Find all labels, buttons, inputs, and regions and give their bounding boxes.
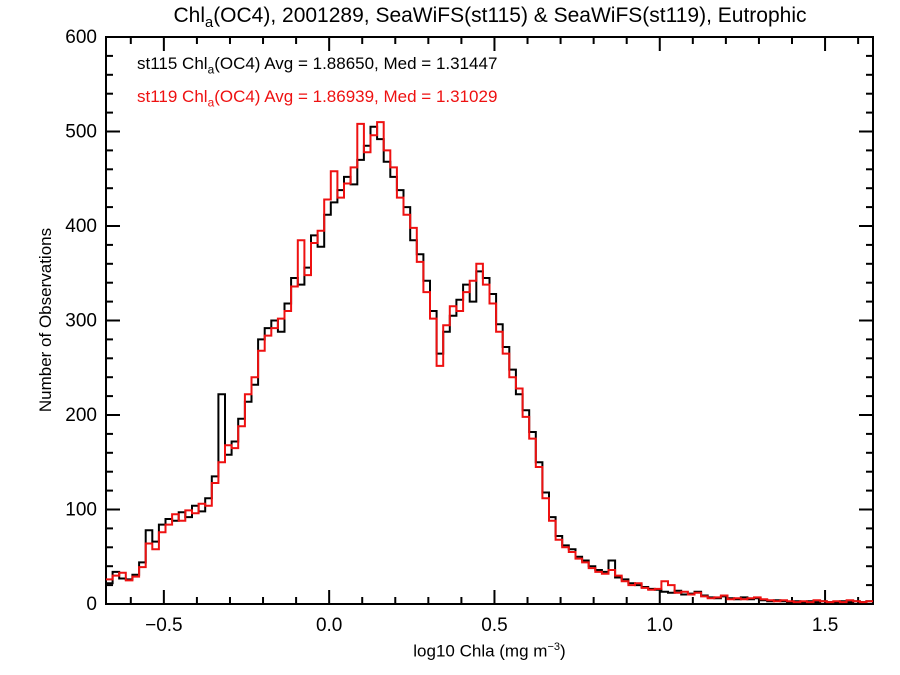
chart-title: Chla(OC4), 2001289, SeaWiFS(st115) & Sea…	[90, 4, 890, 31]
x-tick-label: 0.0	[316, 615, 342, 636]
y-axis-title: Number of Observations	[36, 227, 55, 413]
y-tick-label: 300	[65, 311, 97, 332]
x-axis-title-suffix: )	[560, 641, 566, 661]
plot-frame	[105, 36, 874, 605]
legend-st119-stats: (OC4) Avg = 1.86939, Med = 1.31029	[214, 87, 498, 107]
x-axis-title: log10 Chla (mg m−3)	[106, 641, 873, 662]
x-axis-title-superscript: −3	[547, 641, 561, 653]
legend-entry-st115: st115 Chla(OC4) Avg = 1.88650, Med = 1.3…	[137, 50, 497, 83]
series-curve-st119	[106, 121, 873, 604]
series-curve-st115	[106, 125, 873, 604]
legend-st115-prefix: st115 Chl	[137, 54, 208, 73]
y-tick-label: 200	[65, 405, 97, 426]
legend-st119-subscript: a	[207, 95, 215, 110]
legend-st115-subscript: a	[207, 62, 215, 77]
y-tick-label: 400	[65, 216, 97, 237]
x-tick-label: 1.5	[812, 615, 838, 636]
y-tick-label: 500	[65, 122, 97, 143]
chart-title-subscript: a	[205, 15, 214, 32]
x-axis-title-prefix: log10 Chla (mg m	[413, 641, 548, 661]
y-tick-label: 0	[86, 594, 97, 615]
y-tick-label: 600	[65, 27, 97, 48]
chart-title-rest: (OC4), 2001289, SeaWiFS(st115) & SeaWiFS…	[213, 4, 807, 27]
x-tick-label: 0.5	[481, 615, 507, 636]
legend-entry-st119: st119 Chla(OC4) Avg = 1.86939, Med = 1.3…	[137, 83, 497, 116]
chart-title-prefix: Chl	[173, 4, 206, 27]
legend-st119-prefix: st119 Chl	[137, 87, 208, 107]
legend-st115-stats: (OC4) Avg = 1.88650, Med = 1.31447	[214, 54, 498, 73]
x-tick-label: 1.0	[647, 615, 673, 636]
x-tick-label: −0.5	[145, 615, 183, 636]
y-tick-label: 100	[65, 500, 97, 521]
legend: st115 Chla(OC4) Avg = 1.88650, Med = 1.3…	[137, 50, 497, 117]
